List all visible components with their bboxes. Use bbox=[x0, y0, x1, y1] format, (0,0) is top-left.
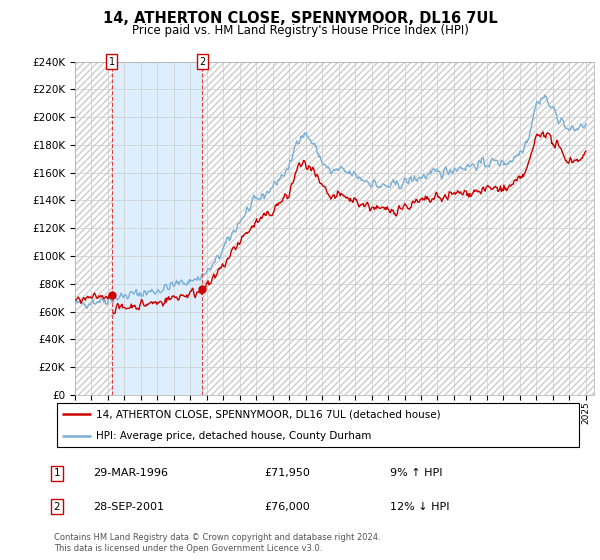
Bar bbox=[112, 62, 202, 395]
Bar bbox=[202, 62, 594, 395]
Text: 2: 2 bbox=[199, 57, 205, 67]
Text: 29-MAR-1996: 29-MAR-1996 bbox=[93, 468, 168, 478]
FancyBboxPatch shape bbox=[56, 403, 580, 447]
Text: 12% ↓ HPI: 12% ↓ HPI bbox=[390, 502, 449, 512]
Text: 28-SEP-2001: 28-SEP-2001 bbox=[93, 502, 164, 512]
Bar bbox=[75, 62, 112, 395]
Text: £76,000: £76,000 bbox=[264, 502, 310, 512]
Text: 2: 2 bbox=[53, 502, 61, 512]
Text: 14, ATHERTON CLOSE, SPENNYMOOR, DL16 7UL (detached house): 14, ATHERTON CLOSE, SPENNYMOOR, DL16 7UL… bbox=[96, 409, 441, 419]
Text: 14, ATHERTON CLOSE, SPENNYMOOR, DL16 7UL: 14, ATHERTON CLOSE, SPENNYMOOR, DL16 7UL bbox=[103, 11, 497, 26]
Text: £71,950: £71,950 bbox=[264, 468, 310, 478]
Text: 1: 1 bbox=[53, 468, 61, 478]
Text: Price paid vs. HM Land Registry's House Price Index (HPI): Price paid vs. HM Land Registry's House … bbox=[131, 24, 469, 36]
Text: 9% ↑ HPI: 9% ↑ HPI bbox=[390, 468, 443, 478]
Bar bbox=[75, 62, 112, 395]
Text: HPI: Average price, detached house, County Durham: HPI: Average price, detached house, Coun… bbox=[96, 431, 371, 441]
Text: Contains HM Land Registry data © Crown copyright and database right 2024.
This d: Contains HM Land Registry data © Crown c… bbox=[54, 533, 380, 553]
Bar bbox=[202, 62, 594, 395]
Text: 1: 1 bbox=[109, 57, 115, 67]
